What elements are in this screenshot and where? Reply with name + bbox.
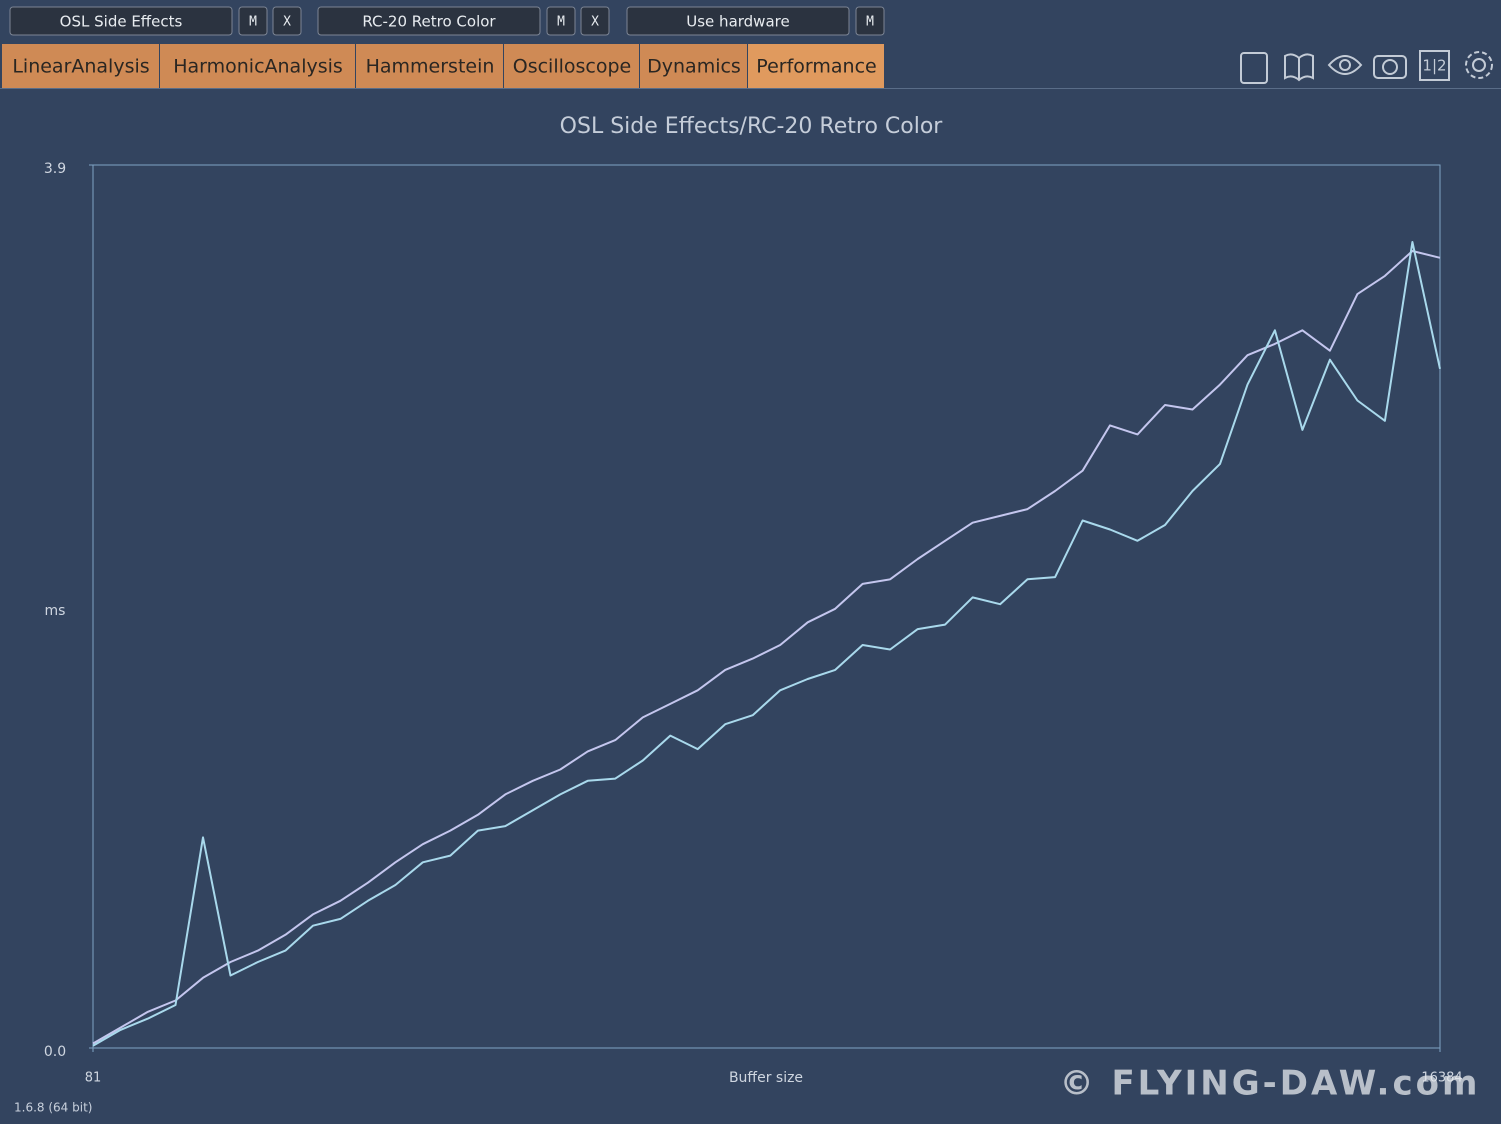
y-tick-label: 3.9 [44, 161, 66, 177]
tab[interactable] [356, 44, 503, 88]
slot-button-label: M [249, 15, 257, 30]
watermark: © FLYING-DAW.com [1060, 1064, 1481, 1104]
snapshot-lens [1382, 59, 1398, 75]
settings-icon[interactable] [1465, 51, 1493, 79]
series-line [92, 250, 1441, 1045]
series-line [92, 241, 1441, 1047]
x-tick-label: 81 [85, 1071, 102, 1086]
tab-label: Performance [756, 56, 876, 78]
snapshot-icon[interactable] [1373, 55, 1407, 79]
version: 1.6.8 (64 bit) [14, 1101, 92, 1115]
plugin-slot[interactable] [626, 6, 850, 36]
tab[interactable] [640, 44, 747, 88]
tab-label: Oscilloscope [513, 56, 631, 78]
x-tick-label: 16384 [1421, 1071, 1462, 1086]
slot-button[interactable] [855, 6, 885, 36]
tab[interactable] [748, 44, 884, 88]
slot-button-label: X [591, 15, 599, 30]
tab-label: Hammerstein [366, 56, 495, 78]
tab-label: HarmonicAnalysis [173, 56, 343, 78]
slot-button-label: M [866, 15, 874, 30]
slot-button[interactable] [546, 6, 576, 36]
tab-label: Dynamics [647, 56, 741, 78]
tab[interactable] [2, 44, 159, 88]
slot-button[interactable] [272, 6, 302, 36]
view-icon-pupil [1339, 59, 1351, 71]
chart-title: OSL Side Effects/RC-20 Retro Color [560, 114, 944, 139]
view-icon[interactable] [1327, 55, 1363, 75]
plot-frame [92, 164, 1441, 1049]
plugin-slot[interactable] [9, 6, 233, 36]
notes-icon[interactable] [1240, 52, 1268, 84]
plugin-slot-label: RC-20 Retro Color [362, 13, 496, 31]
compare-icon[interactable] [1419, 50, 1450, 81]
settings-hub [1472, 58, 1486, 72]
tab[interactable] [504, 44, 639, 88]
tab-label: LinearAnalysis [12, 56, 149, 78]
plugin-slot[interactable] [317, 6, 541, 36]
plugin-slot-label: Use hardware [686, 13, 789, 31]
manual-icon[interactable] [1284, 53, 1314, 82]
tab[interactable] [160, 44, 355, 88]
x-axis-label: Buffer size [729, 1070, 803, 1086]
y-axis-label: ms [45, 603, 66, 619]
y-tick-label: 0.0 [44, 1044, 66, 1060]
slot-button-label: M [557, 15, 565, 30]
slot-button-label: X [283, 15, 291, 30]
toolbar-icons [1240, 50, 1493, 84]
slot-button[interactable] [580, 6, 610, 36]
plugin-slot-label: OSL Side Effects [60, 13, 183, 31]
slot-button[interactable] [238, 6, 268, 36]
compare-icon-label: 1|2 [1422, 57, 1446, 75]
